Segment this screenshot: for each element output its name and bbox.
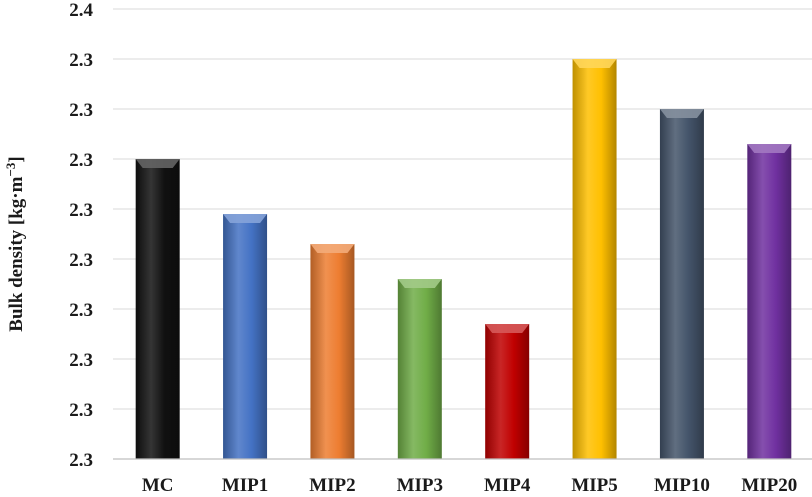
y-tick-labels: 2.3 2.3 2.3 2.3 2.3 2.3 2.3 2.3 2.3 2.4: [69, 0, 93, 471]
y-axis-title: Bulk density [kg·m−3]: [3, 156, 28, 331]
bar-mip10: [659, 109, 704, 459]
gridlines: [113, 8, 812, 410]
bar-mip5: [572, 59, 617, 459]
category-label: MIP10: [654, 475, 710, 496]
category-label: MIP4: [484, 475, 531, 496]
category-label: MIP1: [222, 475, 268, 496]
y-tick-label: 2.3: [69, 250, 93, 271]
category-label: MIP5: [571, 475, 617, 496]
y-tick-label: 2.3: [69, 100, 93, 121]
bar-mc: [135, 159, 180, 459]
bars: [135, 59, 792, 459]
y-tick-label: 2.3: [69, 150, 93, 171]
category-label: MIP20: [741, 475, 797, 496]
bar-mip1: [223, 214, 268, 459]
category-label: MIP3: [397, 475, 443, 496]
y-tick-label: 2.4: [69, 0, 93, 21]
y-tick-label: 2.3: [69, 400, 93, 421]
bar-mip4: [485, 324, 530, 459]
y-tick-label: 2.3: [69, 450, 93, 471]
y-tick-label: 2.3: [69, 200, 93, 221]
category-labels: MC MIP1 MIP2 MIP3 MIP4 MIP5 MIP10 MIP20: [142, 475, 797, 496]
bar-mip20: [747, 144, 792, 459]
category-label: MC: [142, 475, 174, 496]
y-tick-label: 2.3: [69, 350, 93, 371]
y-tick-label: 2.3: [69, 300, 93, 321]
category-label: MIP2: [309, 475, 355, 496]
y-tick-label: 2.3: [69, 50, 93, 71]
bar-mip2: [310, 244, 355, 459]
bar-mip3: [397, 279, 442, 459]
